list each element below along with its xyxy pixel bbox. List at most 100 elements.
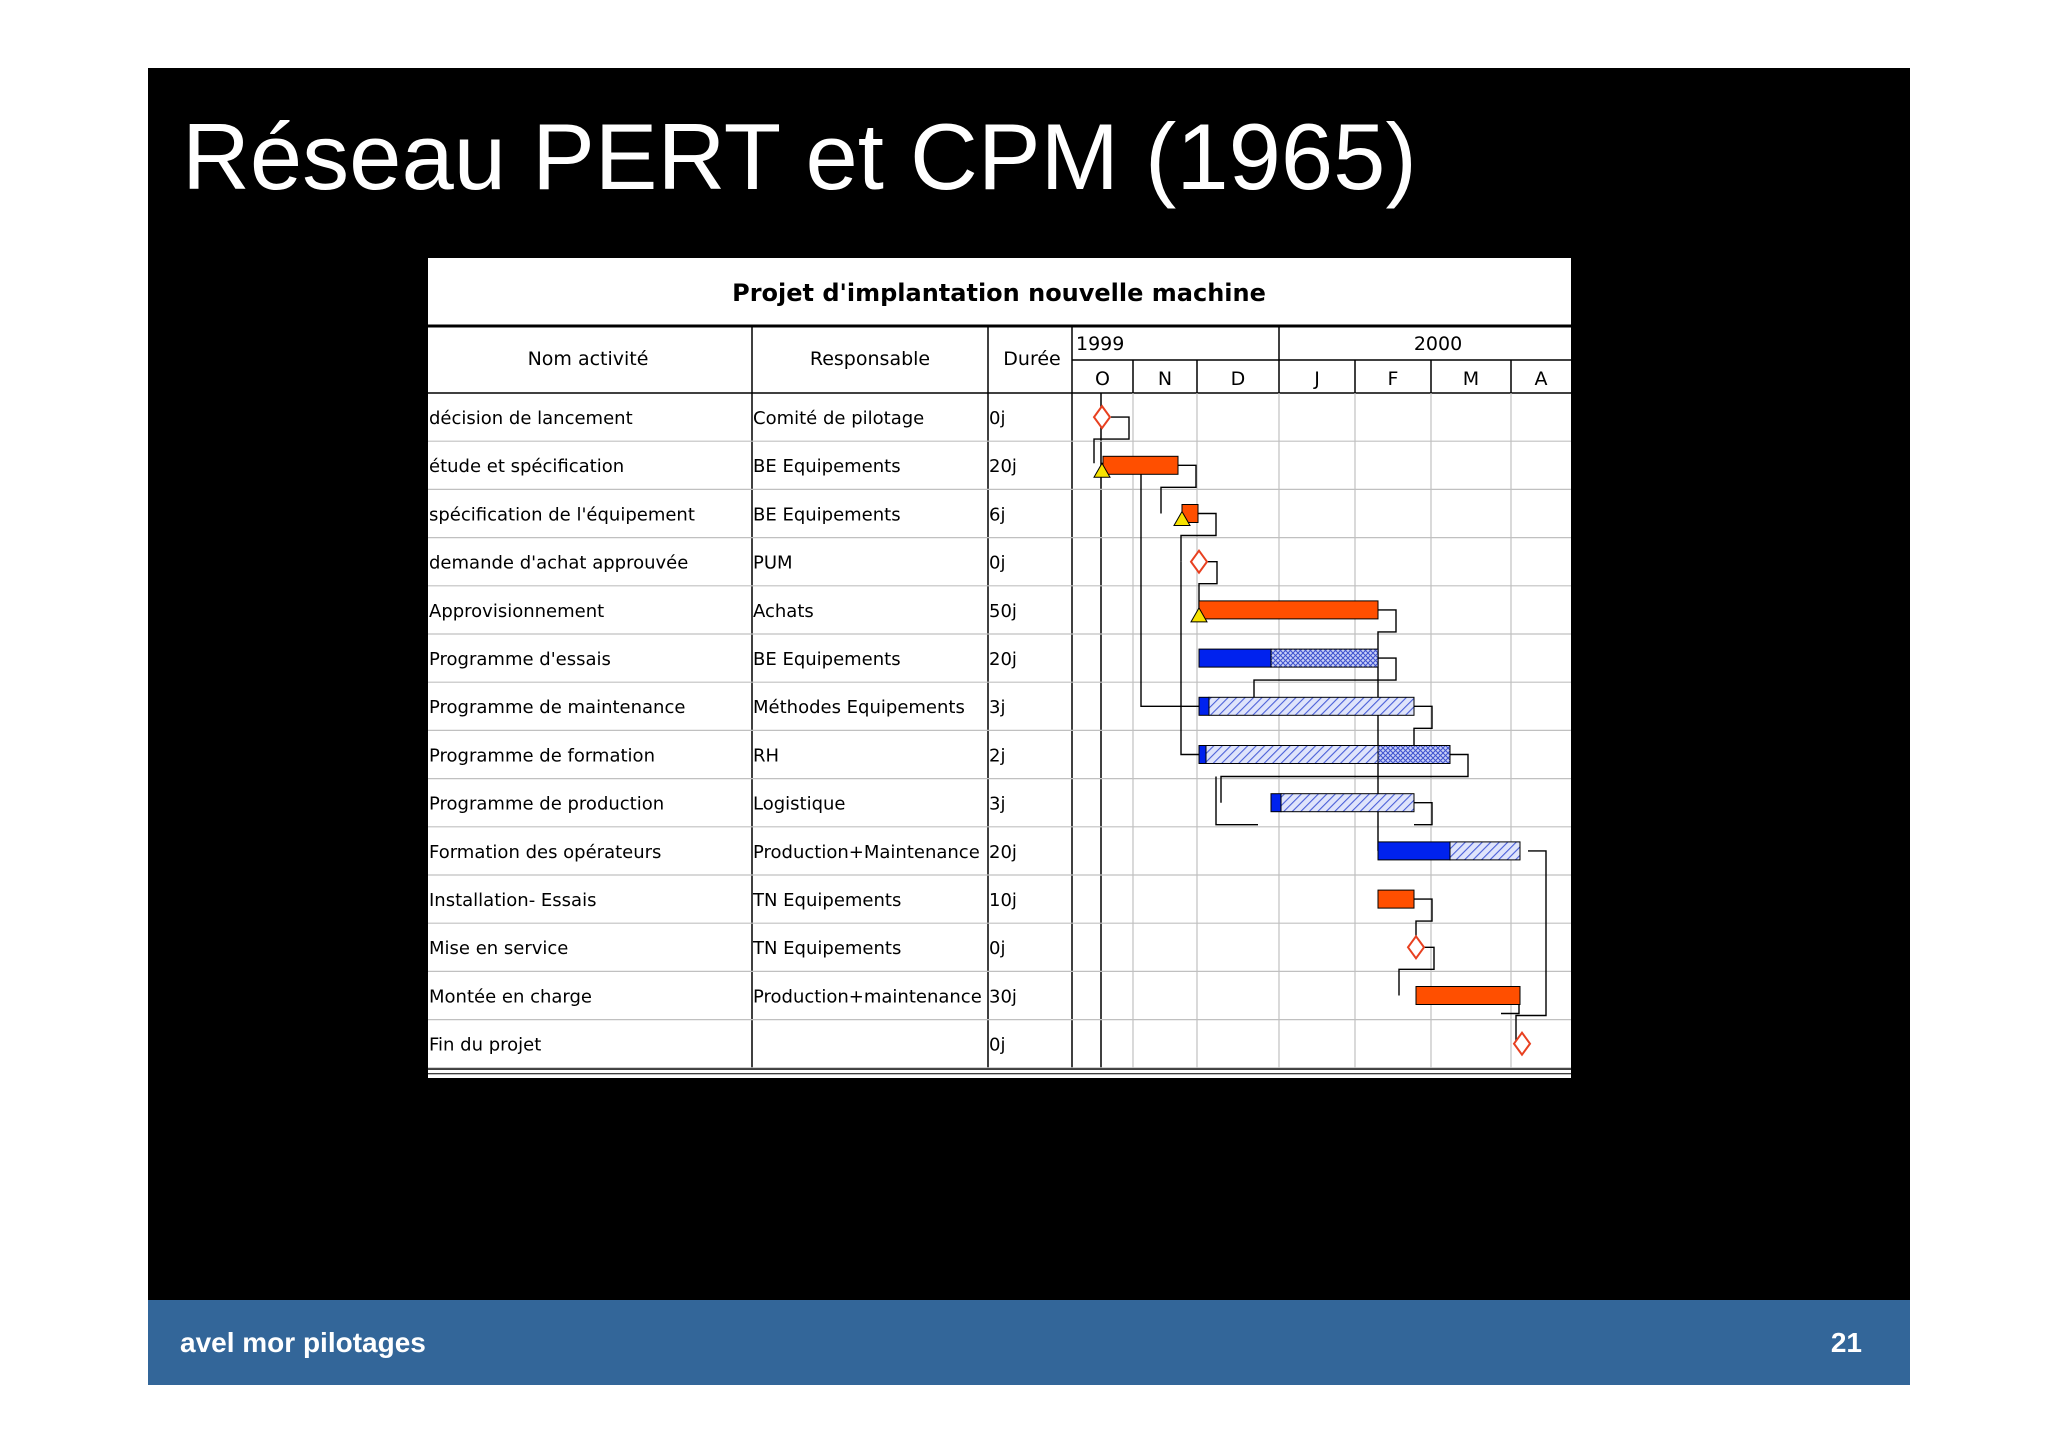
task-name: demande d'achat approuvée <box>429 553 688 574</box>
dependency-link <box>1198 561 1218 610</box>
task-bar <box>1198 745 1207 764</box>
dependency-link <box>1140 465 1199 707</box>
task-row: Formation des opérateurs Production+Maint… <box>428 842 1571 876</box>
critical-bar <box>1198 600 1379 620</box>
task-row: décision de lancement Comité de pilotage 0… <box>428 408 1571 442</box>
dependency-link <box>1180 512 1217 562</box>
task-name: étude et spécification <box>429 456 624 477</box>
task-row: Programme de production Logistique 3j <box>428 794 1571 828</box>
task-name: décision de lancement <box>429 408 633 429</box>
dependency-links <box>1093 416 1547 1044</box>
task-responsible: Production+maintenance <box>753 986 982 1007</box>
task-row: Montée en charge Production+maintenance 30… <box>428 986 1571 1021</box>
task-responsible: TN Equipements <box>752 938 901 959</box>
task-name: Approvisionnement <box>429 601 604 622</box>
year-2000: 2000 <box>1414 333 1462 355</box>
task-row: Mise en service TN Equipements 0j <box>428 938 1571 973</box>
task-responsible: Achats <box>753 601 814 622</box>
task-duration: 30j <box>989 986 1017 1007</box>
header-responsible: Responsable <box>810 348 930 370</box>
dependency-link <box>1093 416 1130 464</box>
dependency-link <box>1413 705 1433 755</box>
task-name: Programme de formation <box>429 745 655 766</box>
milestone-marker <box>1189 548 1209 575</box>
task-row: étude et spécification BE Equipements 20j <box>428 456 1571 490</box>
critical-bar <box>1415 986 1521 1005</box>
slack-bar <box>1208 696 1415 716</box>
task-responsible: RH <box>753 745 779 766</box>
task-name: Programme de production <box>429 794 664 815</box>
task-name: Formation des opérateurs <box>429 842 661 863</box>
task-responsible: BE Equipements <box>753 649 901 670</box>
dependency-link <box>1253 657 1397 707</box>
month-label: N <box>1158 368 1172 390</box>
month-label: D <box>1231 368 1246 390</box>
task-name: Programme de maintenance <box>429 697 685 718</box>
slide-title: Réseau PERT et CPM (1965) <box>182 104 1417 209</box>
month-label: O <box>1095 368 1110 390</box>
task-row: spécification de l'équipement BE Equipeme… <box>428 504 1571 539</box>
month-label: J <box>1313 368 1320 390</box>
task-responsible: TN Equipements <box>752 890 901 911</box>
task-duration: 2j <box>989 745 1005 766</box>
footer: avel mor pilotages 21 <box>148 1300 1910 1385</box>
dependency-link <box>1215 776 1258 826</box>
task-row: Programme d'essais BE Equipements 20j <box>428 649 1571 683</box>
task-row: Fin du projet 0j <box>428 1035 1571 1069</box>
task-name: Montée en charge <box>429 986 592 1007</box>
gantt-title: Projet d'implantation nouvelle machine <box>732 279 1266 307</box>
slack-bar <box>1205 745 1379 764</box>
task-bar <box>1270 793 1282 813</box>
task-bars <box>1092 404 1532 1057</box>
task-responsible: Comité de pilotage <box>753 408 924 429</box>
dependency-link <box>1220 753 1469 803</box>
milestone-marker <box>1512 1030 1532 1057</box>
slack-bar <box>1280 793 1415 813</box>
dependency-link <box>1515 850 1547 1044</box>
task-name: Programme d'essais <box>429 649 611 670</box>
milestone-marker <box>1092 404 1112 430</box>
task-duration: 10j <box>989 890 1017 911</box>
footer-company: avel mor pilotages <box>180 1327 426 1358</box>
gantt-svg: Projet d'implantation nouvelle machine N… <box>428 279 1571 1075</box>
task-responsible: PUM <box>753 553 793 574</box>
task-row: demande d'achat approuvée PUM 0j <box>428 553 1571 587</box>
task-responsible: Méthodes Equipements <box>753 697 965 718</box>
task-rows: décision de lancement Comité de pilotage 0… <box>428 408 1571 1069</box>
task-name: Installation- Essais <box>429 890 596 911</box>
task-duration: 0j <box>989 408 1005 429</box>
critical-bar <box>1102 455 1179 475</box>
dependency-link <box>1398 946 1435 996</box>
task-bar <box>1198 648 1272 668</box>
task-responsible: Logistique <box>753 794 846 815</box>
task-row: Programme de maintenance Méthodes Equipem… <box>428 697 1571 731</box>
month-label: F <box>1388 368 1399 390</box>
critical-bar <box>1377 889 1415 909</box>
slack-bar <box>1377 745 1451 764</box>
slide: Réseau PERT et CPM (1965) Projet d'impla… <box>148 68 1910 1385</box>
task-duration: 20j <box>989 649 1017 670</box>
task-duration: 0j <box>989 938 1005 959</box>
task-name: Mise en service <box>429 938 568 959</box>
task-duration: 0j <box>989 553 1005 574</box>
task-row: Approvisionnement Achats 50j <box>428 601 1571 635</box>
task-duration: 3j <box>989 697 1005 718</box>
task-duration: 6j <box>989 504 1005 525</box>
task-duration: 20j <box>989 842 1017 863</box>
slack-bar <box>1449 841 1521 861</box>
task-responsible: BE Equipements <box>753 456 901 477</box>
header-duration: Durée <box>1003 348 1060 370</box>
task-responsible: Production+Maintenance <box>753 842 980 863</box>
page-number: 21 <box>1830 1327 1862 1358</box>
task-duration: 3j <box>989 794 1005 815</box>
task-bar <box>1198 696 1210 716</box>
gantt-chart: Projet d'implantation nouvelle machine N… <box>428 258 1571 1078</box>
year-1999: 1999 <box>1076 333 1124 355</box>
start-marker <box>1093 462 1111 478</box>
task-name: spécification de l'équipement <box>429 504 695 525</box>
dependency-link <box>1180 561 1199 756</box>
task-row: Installation- Essais TN Equipements 10j <box>428 890 1571 924</box>
slack-bar <box>1270 648 1379 668</box>
dependency-link <box>1414 898 1433 948</box>
